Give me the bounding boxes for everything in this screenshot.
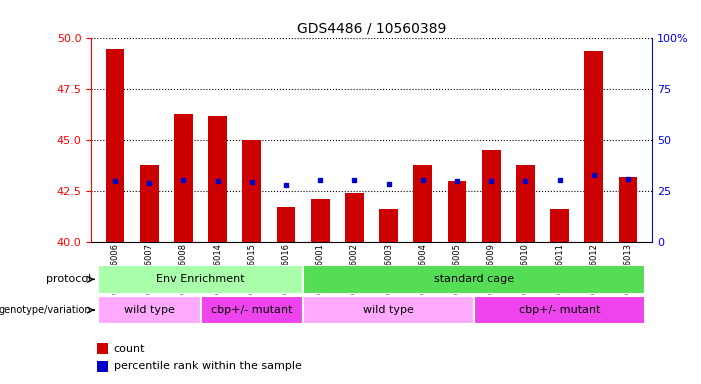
Text: Env Enrichment: Env Enrichment bbox=[156, 274, 245, 285]
Bar bbox=[97, 361, 108, 372]
Bar bbox=[98, 296, 200, 324]
Bar bbox=[106, 48, 125, 242]
Bar bbox=[98, 265, 303, 294]
Bar bbox=[585, 51, 603, 242]
Bar bbox=[200, 296, 303, 324]
Bar bbox=[208, 116, 227, 242]
Text: percentile rank within the sample: percentile rank within the sample bbox=[114, 361, 301, 371]
Bar bbox=[277, 207, 295, 242]
Bar bbox=[618, 177, 637, 242]
Text: cbp+/- mutant: cbp+/- mutant bbox=[211, 305, 292, 315]
Bar bbox=[345, 193, 364, 242]
Bar bbox=[140, 165, 158, 242]
Text: count: count bbox=[114, 344, 145, 354]
Bar bbox=[311, 199, 329, 242]
Title: GDS4486 / 10560389: GDS4486 / 10560389 bbox=[297, 22, 447, 36]
Text: standard cage: standard cage bbox=[434, 274, 514, 285]
Text: wild type: wild type bbox=[363, 305, 414, 315]
Bar bbox=[550, 209, 569, 242]
Bar bbox=[243, 140, 261, 242]
Bar bbox=[174, 114, 193, 242]
Bar bbox=[414, 165, 433, 242]
Bar bbox=[516, 165, 535, 242]
Text: cbp+/- mutant: cbp+/- mutant bbox=[519, 305, 600, 315]
Bar bbox=[448, 181, 466, 242]
Bar bbox=[97, 343, 108, 354]
Bar bbox=[379, 209, 398, 242]
Bar bbox=[482, 150, 501, 242]
Text: genotype/variation: genotype/variation bbox=[0, 305, 91, 315]
Bar bbox=[303, 296, 474, 324]
Bar bbox=[474, 296, 645, 324]
Text: wild type: wild type bbox=[124, 305, 175, 315]
Text: protocol: protocol bbox=[46, 274, 91, 285]
Bar bbox=[303, 265, 645, 294]
